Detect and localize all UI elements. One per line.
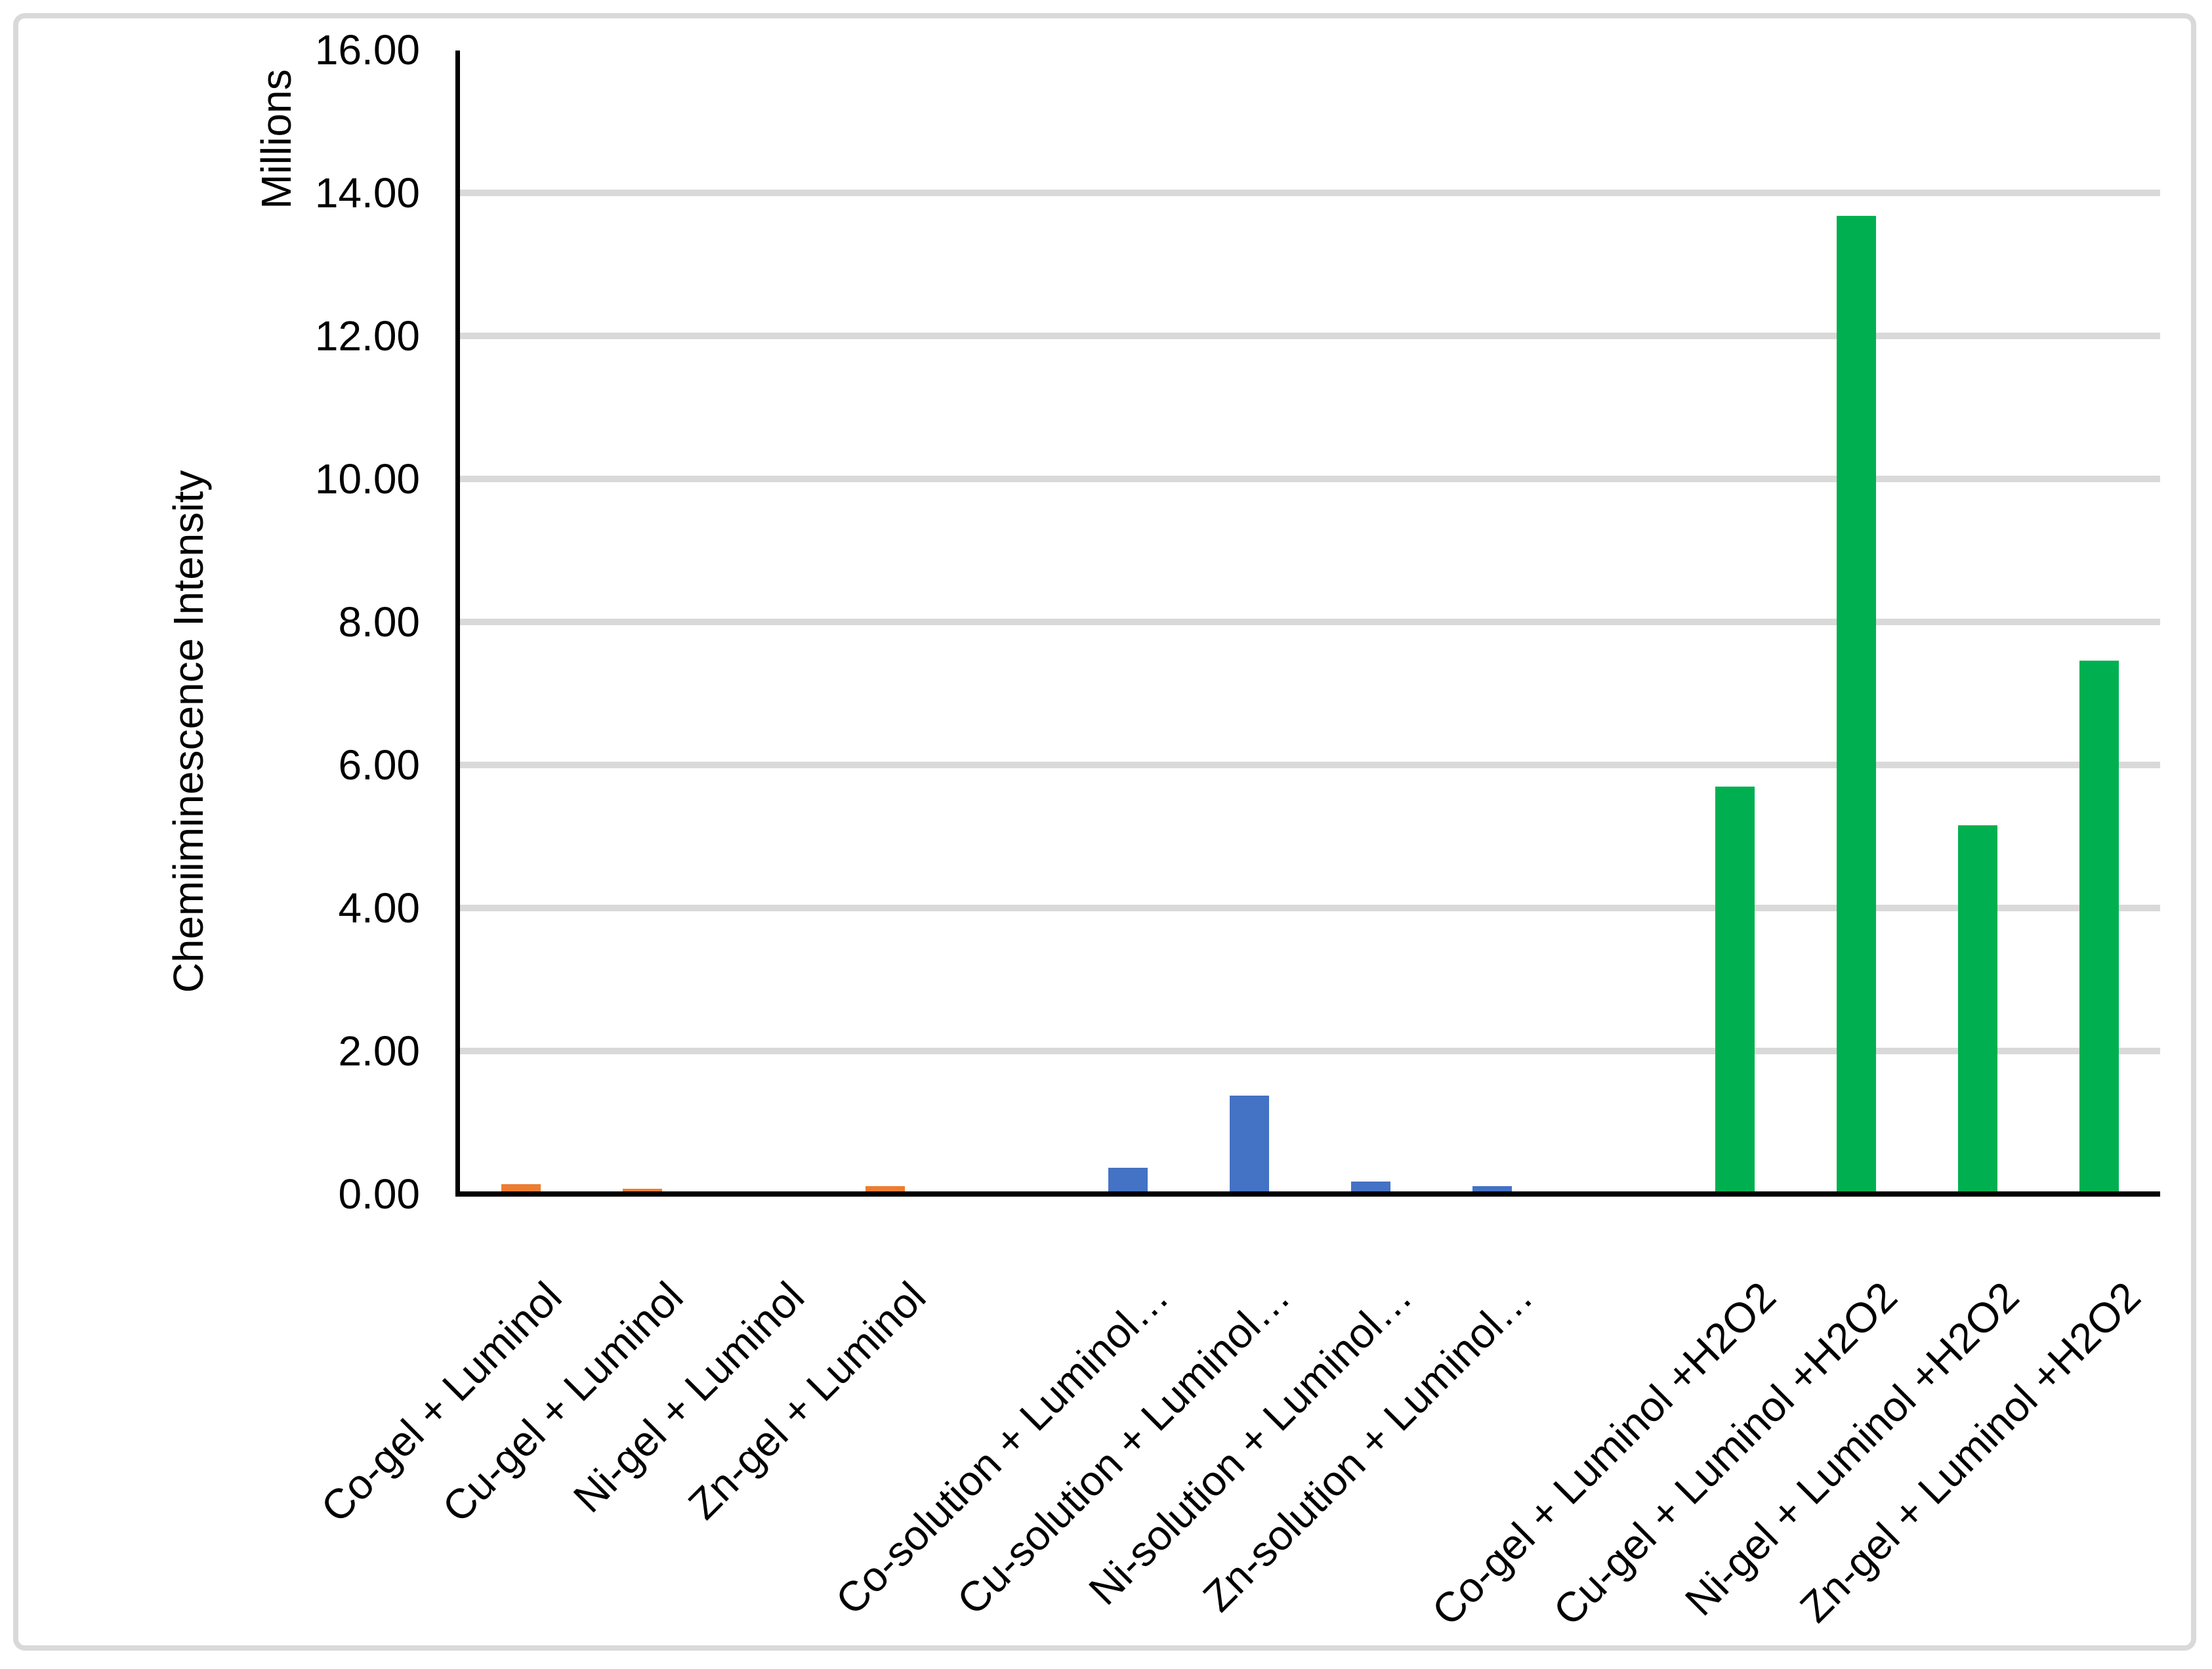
y-axis-title: Chemiiminescence Intensity <box>165 470 212 993</box>
y-axis-units-label: Millions <box>253 69 300 209</box>
gridline <box>460 333 2160 339</box>
bar <box>1351 1182 1391 1191</box>
bar <box>1472 1186 1513 1191</box>
bar <box>1715 787 1755 1191</box>
gridline <box>460 1048 2160 1054</box>
y-axis-tick-label: 14.00 <box>314 169 420 216</box>
y-axis-tick-label: 8.00 <box>338 598 420 646</box>
x-axis-line <box>455 1191 2160 1197</box>
y-axis-tick-label: 4.00 <box>338 884 420 932</box>
gridline <box>460 762 2160 768</box>
y-axis-line <box>455 51 460 1197</box>
y-axis-tick-label: 2.00 <box>338 1027 420 1075</box>
y-axis-tick-label: 12.00 <box>314 312 420 360</box>
y-axis-tick-label: 10.00 <box>314 455 420 503</box>
bar <box>1837 216 1877 1191</box>
gridline <box>460 190 2160 196</box>
gridline <box>460 476 2160 482</box>
bar <box>2079 661 2119 1191</box>
bar <box>1958 825 1998 1191</box>
y-axis-tick-label: 16.00 <box>314 26 420 73</box>
bar <box>501 1184 541 1191</box>
y-axis-tick-label: 0.00 <box>338 1170 420 1218</box>
bar <box>622 1189 662 1191</box>
gridline <box>460 619 2160 625</box>
gridline <box>460 905 2160 911</box>
y-axis-tick-label: 6.00 <box>338 741 420 789</box>
bar <box>865 1186 905 1191</box>
chart-border <box>13 13 2196 1651</box>
bar <box>1229 1096 1269 1191</box>
bar <box>1108 1168 1148 1191</box>
